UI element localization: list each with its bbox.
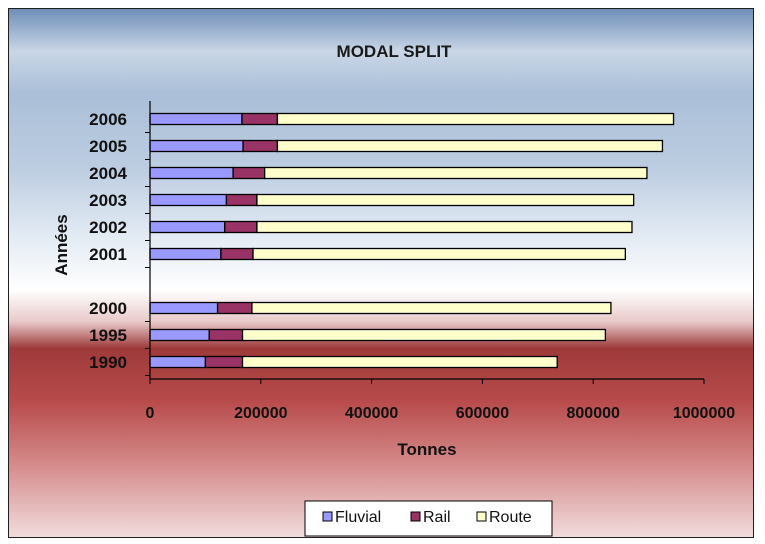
plot-area: 2006 2005 2004 2003 2002 2001 2000 1995 1990 0 200…: [89, 101, 735, 422]
chart-title: MODAL SPLIT: [337, 42, 453, 61]
y-tick-label-2005: 2005: [89, 137, 127, 156]
bar-fluvial-2006: [149, 112, 243, 126]
bar-fluvial-2001: [149, 247, 222, 261]
bar-rail-1990: [204, 355, 244, 369]
bar-rail-2002: [224, 220, 258, 234]
x-tick-label-400000: 400000: [345, 405, 398, 422]
y-tick-label-1995: 1995: [89, 326, 127, 345]
y-tick-label-1990: 1990: [89, 353, 127, 372]
legend-label-fluvial: Fluvial: [335, 509, 381, 526]
x-tick-label-600000: 600000: [456, 405, 509, 422]
bar-rail-2005: [242, 139, 279, 153]
bar-route-2003: [256, 193, 635, 207]
bar-route-1995: [241, 328, 607, 342]
bar-fluvial-2003: [149, 193, 228, 207]
bar-rail-2000: [216, 301, 253, 315]
bar-route-2004: [264, 166, 648, 180]
bar-route-1990: [241, 355, 558, 369]
x-tick-label-200000: 200000: [234, 405, 287, 422]
bar-fluvial-1995: [149, 328, 210, 342]
x-tick-label-800000: 800000: [567, 405, 620, 422]
bar-rail-2006: [241, 112, 279, 126]
bar-route-2002: [256, 220, 633, 234]
bar-rail-1995: [208, 328, 244, 342]
chart-background: [9, 9, 753, 537]
legend-swatch-rail: [410, 511, 421, 522]
bar-route-2005: [276, 139, 664, 153]
bar-route-2000: [251, 301, 612, 315]
legend-box: [304, 500, 553, 537]
y-tick-label-2001: 2001: [89, 245, 127, 264]
bar-fluvial-2002: [149, 220, 226, 234]
bar-fluvial-2005: [149, 139, 244, 153]
bar-rail-2003: [225, 193, 258, 207]
legend-swatch-route: [476, 511, 487, 522]
y-tick-label-2006: 2006: [89, 110, 127, 129]
modal-split-chart: MODAL SPLIT Années Tonnes 20062005200420…: [9, 9, 753, 537]
bar-route-2006: [276, 112, 675, 126]
legend-swatch-fluvial: [322, 511, 333, 522]
legend-label-route: Route: [489, 509, 532, 526]
bar-fluvial-2000: [149, 301, 219, 315]
y-axis-label: Années: [52, 214, 71, 275]
legend-label-rail: Rail: [423, 509, 451, 526]
chart-frame: MODAL SPLIT Années Tonnes 2006 2005 2004 20…: [8, 8, 754, 538]
y-tick-label-2004: 2004: [89, 164, 127, 183]
x-axis-label: Tonnes: [397, 440, 456, 459]
y-tick-label-2002: 2002: [89, 218, 127, 237]
x-tick-label-0: 0: [146, 405, 155, 422]
bar-fluvial-2004: [149, 166, 234, 180]
bar-rail-2001: [220, 247, 254, 261]
bar-route-2001: [252, 247, 626, 261]
y-tick-label-2003: 2003: [89, 191, 127, 210]
bar-fluvial-1990: [149, 355, 207, 369]
y-tick-label-2000: 2000: [89, 299, 127, 318]
legend: Fluvial Rail Route: [304, 500, 553, 537]
bar-rail-2004: [232, 166, 266, 180]
x-tick-label-1000000: 1000000: [673, 405, 735, 422]
